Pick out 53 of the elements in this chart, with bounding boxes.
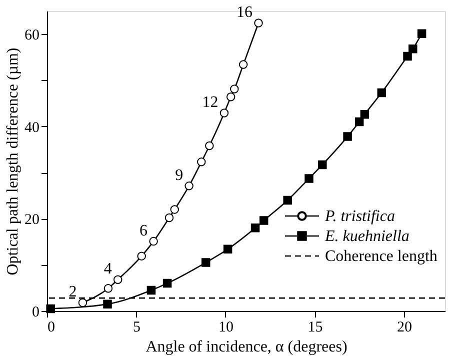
point [223,244,232,254]
legend-label: Coherence length [325,248,438,265]
point [254,18,263,28]
annotation: 2 [68,284,77,301]
point [162,278,172,288]
point [78,298,88,308]
point [146,286,156,295]
point [360,110,370,119]
point [230,84,239,94]
point [197,158,206,166]
point [403,52,412,61]
point [354,117,364,126]
point [318,160,327,170]
annotation: 9 [175,166,184,184]
point [201,258,210,267]
point [103,300,112,308]
point [377,88,386,98]
x-tick-label: 10 [218,320,234,336]
annotation: 4 [104,260,112,278]
point [170,205,179,214]
point [238,60,248,69]
point [408,44,418,54]
point [149,236,158,246]
x-tick-label: 0 [48,320,55,336]
x-tick-label: 5 [132,320,140,336]
legend-label: E. kuehniella [324,228,410,245]
annotation: 12 [202,94,218,111]
y-tick-label: 20 [24,212,40,228]
point [205,141,214,150]
annotation: 16 [236,4,252,21]
point [250,224,260,232]
x-axis-title: Angle of incidence, α (degrees) [146,338,348,356]
point [104,284,113,293]
annotation: 6 [140,222,148,240]
point [184,182,194,190]
point [417,29,426,38]
point [46,304,55,314]
point [226,92,236,102]
point [164,213,174,222]
point [343,132,352,141]
point [259,216,268,225]
y-axis-title: Optical path length difference (µm) [4,48,22,276]
x-tick-label: 15 [308,320,323,336]
y-tick-label: 60 [24,28,40,44]
y-tick-label: 0 [32,304,40,320]
x-tick-label: 20 [396,320,412,336]
point [304,174,314,183]
point [113,275,122,284]
legend-label: P. tristifica [324,208,395,225]
point [220,108,229,118]
y-tick-label: 40 [24,120,40,136]
point [283,196,292,205]
point [137,252,146,260]
